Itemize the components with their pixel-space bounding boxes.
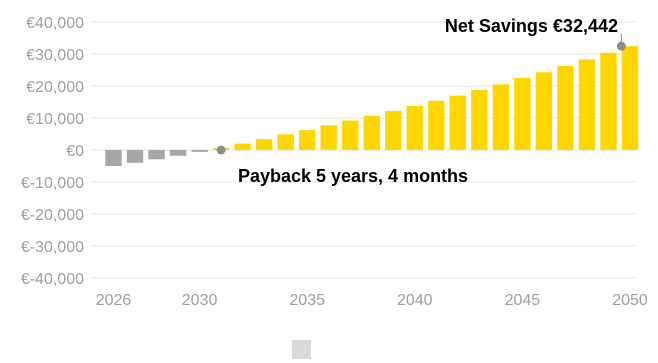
bar <box>514 78 531 150</box>
y-tick-label: €20,000 <box>26 79 84 96</box>
y-tick-label: €30,000 <box>26 47 84 64</box>
y-axis-ticks: €40,000 €30,000 €20,000 €10,000 €0 €-10,000 €-… <box>21 15 84 288</box>
bar <box>148 150 165 160</box>
legend-swatch <box>292 340 311 359</box>
bars <box>105 46 639 166</box>
bar <box>621 46 639 150</box>
bar <box>557 65 574 150</box>
bar <box>169 150 187 156</box>
x-tick-label: 2030 <box>182 292 218 309</box>
payback-label: Payback 5 years, 4 months <box>238 166 468 186</box>
bar <box>428 100 445 150</box>
bar <box>191 150 208 152</box>
y-tick-label: €-20,000 <box>21 207 84 224</box>
bar <box>449 95 467 150</box>
bar <box>385 110 402 150</box>
bar <box>578 59 596 150</box>
annotation-markers <box>216 34 626 155</box>
annotation-marker <box>616 41 626 51</box>
bar <box>535 72 553 150</box>
y-tick-label: €-40,000 <box>21 271 84 288</box>
bar <box>105 150 122 166</box>
bar <box>471 89 488 150</box>
bar <box>320 125 337 150</box>
bar <box>298 130 316 150</box>
annotations: Net Savings €32,442 Payback 5 years, 4 mo… <box>238 16 618 186</box>
bar <box>406 105 423 150</box>
bar <box>234 143 251 150</box>
x-tick-label: 2050 <box>612 292 648 309</box>
x-axis-ticks: 2026 2030 2035 2040 2045 2050 <box>96 292 648 309</box>
bar <box>600 52 617 150</box>
x-tick-label: 2045 <box>505 292 541 309</box>
bar <box>255 139 273 150</box>
x-tick-label: 2035 <box>289 292 325 309</box>
bar <box>363 115 380 150</box>
net-savings-label: Net Savings €32,442 <box>445 16 618 36</box>
y-tick-label: €40,000 <box>26 15 84 32</box>
bar <box>492 84 510 150</box>
y-tick-label: €-30,000 <box>21 239 84 256</box>
x-tick-label: 2026 <box>96 292 132 309</box>
x-tick-label: 2040 <box>397 292 433 309</box>
annotation-marker <box>216 145 226 155</box>
y-tick-label: €0 <box>66 143 84 160</box>
y-tick-label: €10,000 <box>26 111 84 128</box>
bar <box>277 134 294 150</box>
y-tick-label: €-10,000 <box>21 175 84 192</box>
bar <box>126 150 144 163</box>
bar <box>342 120 359 150</box>
